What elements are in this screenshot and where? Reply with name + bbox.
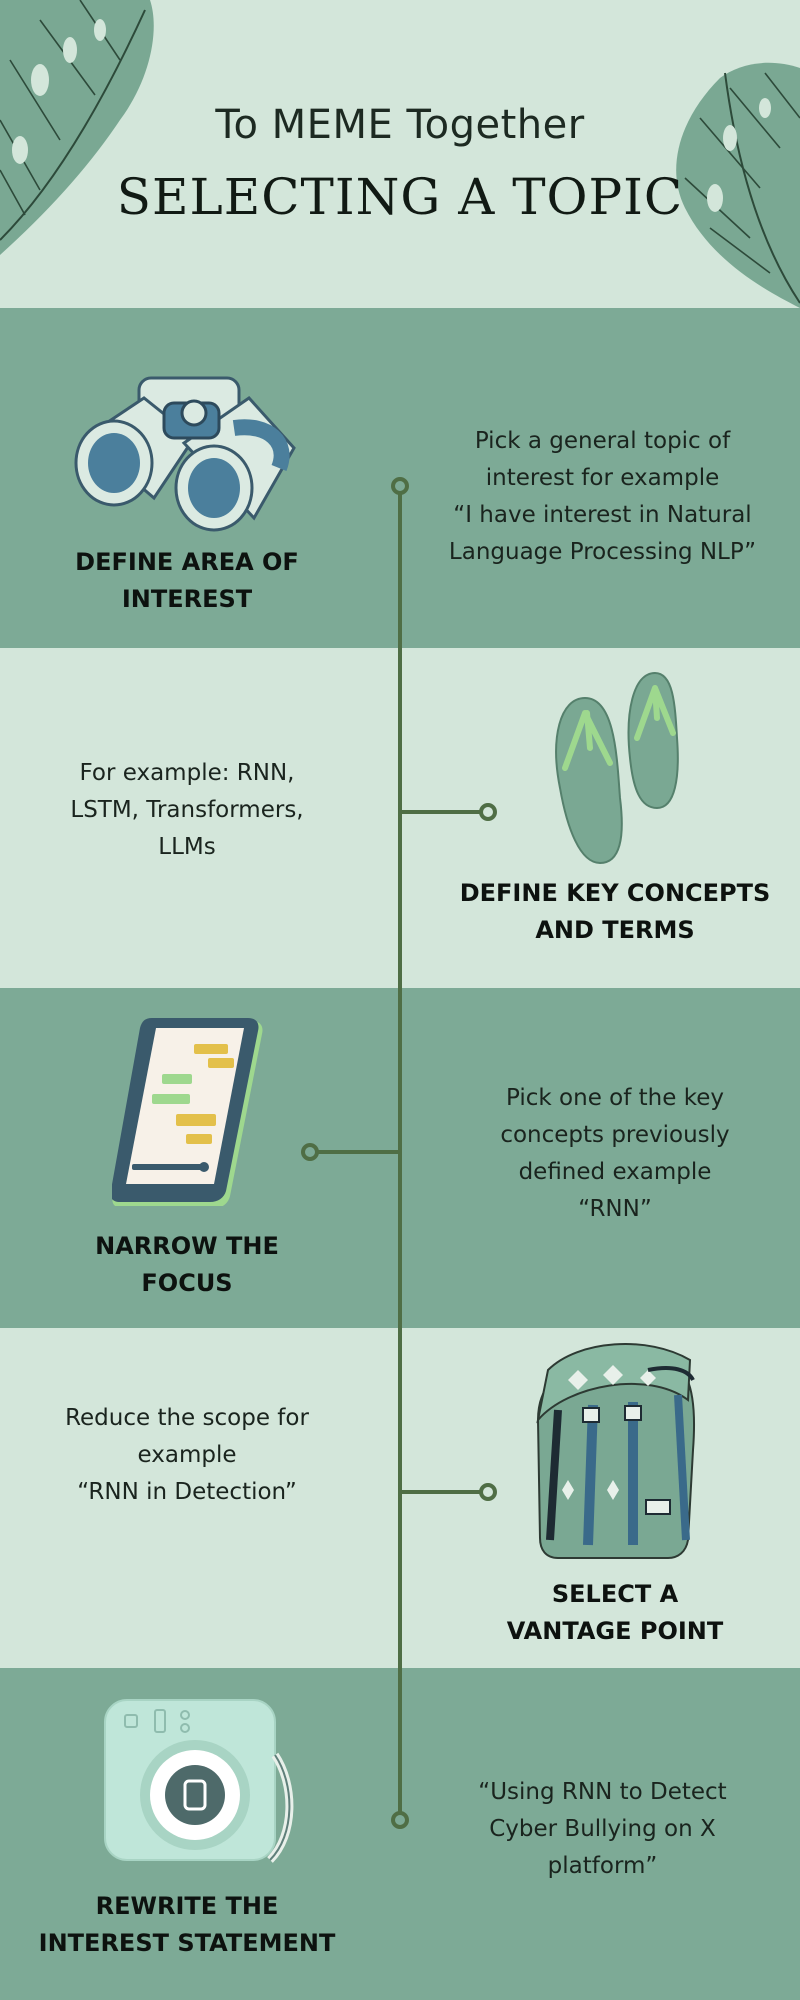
description-line: “RNN”	[578, 1196, 652, 1222]
smartphone-icon	[112, 1018, 263, 1206]
description-line: Cyber Bullying on X	[489, 1816, 716, 1842]
page-subtitle: To MEME Together	[215, 102, 585, 148]
step-label-5: REWRITE THE INTEREST STATEMENT	[37, 1888, 337, 1962]
description-line: LSTM, Transformers,	[70, 797, 304, 823]
binoculars-icon	[74, 376, 296, 532]
monstera-leaf-right-icon	[676, 62, 800, 308]
description-line: For example: RNN,	[79, 760, 295, 786]
step-label-line: DEFINE AREA OF	[75, 548, 299, 576]
step-description-4: Reduce the scope for example “RNN in Det…	[37, 1400, 337, 1511]
step-label-line: INTEREST	[121, 585, 253, 613]
header: To MEME Together SELECTING A TOPIC	[0, 0, 800, 308]
step-description-2: For example: RNN, LSTM, Transformers, LL…	[37, 755, 337, 866]
step-description-1: Pick a general topic of interest for exa…	[430, 423, 775, 571]
description-line: defined example	[518, 1159, 712, 1185]
step-label-line: INTEREST STATEMENT	[38, 1929, 336, 1957]
description-line: concepts previously	[500, 1122, 730, 1148]
page-title: SELECTING A TOPIC	[116, 168, 684, 226]
step-label-3: NARROW THE FOCUS	[37, 1228, 337, 1302]
description-line: example	[137, 1442, 237, 1468]
description-line: “Using RNN to Detect	[478, 1779, 727, 1805]
description-line: LLMs	[158, 834, 216, 860]
description-line: Pick a general topic of	[474, 428, 731, 454]
step-label-line: FOCUS	[141, 1269, 233, 1297]
backpack-icon	[536, 1343, 696, 1559]
step-label-line: NARROW THE	[95, 1232, 279, 1260]
description-line: Language Processing NLP”	[448, 539, 757, 565]
step-label-2: DEFINE KEY CONCEPTS AND TERMS	[455, 875, 775, 949]
flip-flops-icon	[555, 671, 679, 865]
description-line: “I have interest in Natural	[453, 502, 752, 528]
step-label-line: SELECT A	[551, 1580, 679, 1608]
description-line: platform”	[547, 1853, 658, 1879]
description-line: Pick one of the key	[506, 1085, 724, 1111]
description-line: Reduce the scope for	[65, 1405, 309, 1431]
description-line: “RNN in Detection”	[77, 1479, 297, 1505]
step-label-line: VANTAGE POINT	[506, 1617, 724, 1645]
step-label-line: DEFINE KEY CONCEPTS	[459, 879, 771, 907]
monstera-leaf-left-icon	[0, 0, 154, 255]
step-label-4: SELECT A VANTAGE POINT	[455, 1576, 775, 1650]
step-description-5: “Using RNN to Detect Cyber Bullying on X…	[430, 1774, 775, 1885]
step-label-line: AND TERMS	[535, 916, 695, 944]
step-label-line: REWRITE THE	[95, 1892, 279, 1920]
step-label-1: DEFINE AREA OF INTEREST	[37, 544, 337, 618]
description-line: interest for example	[485, 465, 720, 491]
step-description-3: Pick one of the key concepts previously …	[455, 1080, 775, 1228]
instant-camera-icon	[104, 1699, 294, 1863]
